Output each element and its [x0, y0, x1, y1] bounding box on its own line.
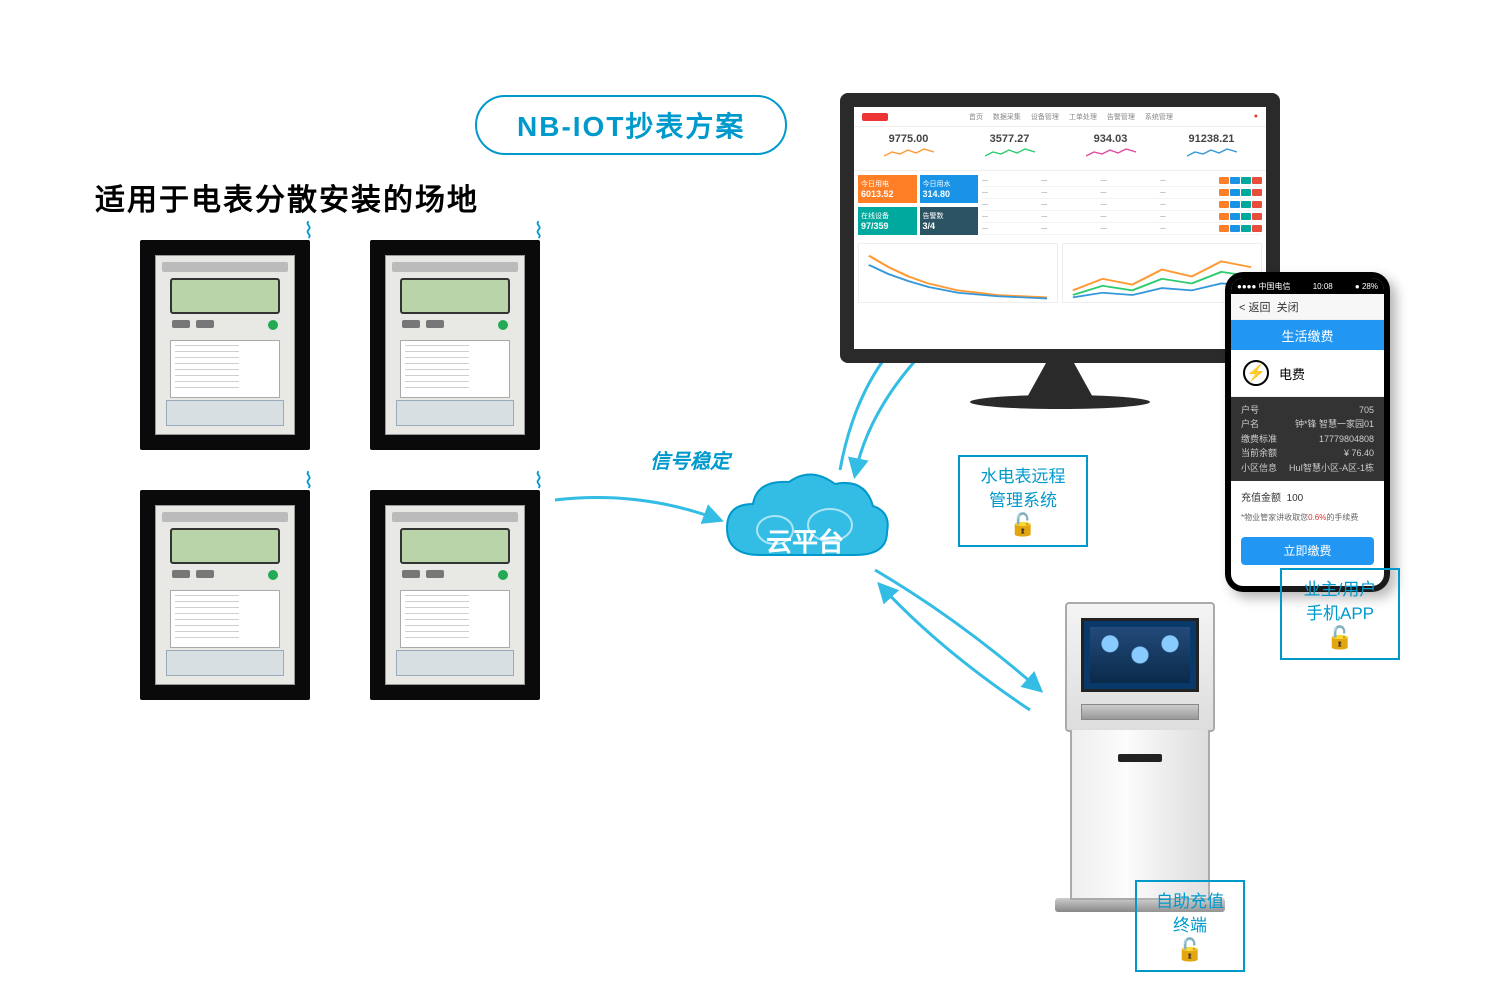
wifi-icon: ⌇ — [533, 218, 544, 244]
phone-bill-item: ⚡ 电费 — [1231, 350, 1384, 397]
callout-mobile-app: 业主/用户 手机APP 🔓 — [1280, 568, 1400, 660]
phone-fee-note: *物业管家讲收取您0.6%的手续费 — [1231, 512, 1384, 531]
dashboard-nav: 首页数据采集 设备管理工单处理 告警管理系统管理 ● — [854, 107, 1266, 127]
phone-account-info: 户号705户名钟*锋 智慧一家园01缴费标准17779804808当前余额¥ 7… — [1231, 397, 1384, 481]
callout-management-system: 水电表远程 管理系统 🔓 — [958, 455, 1088, 547]
dashboard-cards: 今日用电6013.52今日用水314.80在线设备97/359告警数3/4 — [858, 175, 978, 235]
unlock-icon: 🔓 — [1176, 935, 1203, 966]
smart-meter-2: ⌇ — [370, 240, 540, 450]
mobile-app-phone: ●●●● 中国电信10:08● 28% < 返回 关闭 生活缴费 ⚡ 电费 户号… — [1225, 272, 1390, 592]
phone-amount-row: 充值金额 100 — [1231, 481, 1384, 512]
dashboard-stats: 9775.003577.27934.0391238.21 — [854, 127, 1266, 171]
dashboard-chart-1 — [858, 243, 1058, 303]
phone-tab-title: 生活缴费 — [1231, 320, 1384, 350]
wifi-icon: ⌇ — [533, 468, 544, 494]
smart-meter-3: ⌇ — [140, 490, 310, 700]
dashboard-table: ———————————————————— — [982, 175, 1262, 235]
phone-status-bar: ●●●● 中国电信10:08● 28% — [1231, 278, 1384, 294]
phone-pay-button[interactable]: 立即缴费 — [1241, 537, 1374, 565]
diagram-subtitle: 适用于电表分散安装的场地 — [95, 175, 479, 219]
wifi-icon: ⌇ — [303, 468, 314, 494]
management-system-monitor: 首页数据采集 设备管理工单处理 告警管理系统管理 ● 9775.003577.2… — [840, 93, 1280, 433]
unlock-icon: 🔓 — [1009, 510, 1036, 541]
smart-meter-1: ⌇ — [140, 240, 310, 450]
unlock-icon: 🔓 — [1326, 623, 1353, 654]
wifi-icon: ⌇ — [303, 218, 314, 244]
lightning-icon: ⚡ — [1243, 360, 1269, 386]
self-service-kiosk — [1045, 602, 1235, 912]
diagram-title-pill: NB-IOT抄表方案 — [475, 95, 787, 155]
phone-nav-bar: < 返回 关闭 — [1231, 294, 1384, 320]
logo-icon — [862, 113, 888, 121]
callout-kiosk: 自助充值 终端 🔓 — [1135, 880, 1245, 972]
cloud-platform: 云平台 — [715, 470, 895, 580]
smart-meter-4: ⌇ — [370, 490, 540, 700]
cloud-label: 云平台 — [715, 522, 895, 559]
